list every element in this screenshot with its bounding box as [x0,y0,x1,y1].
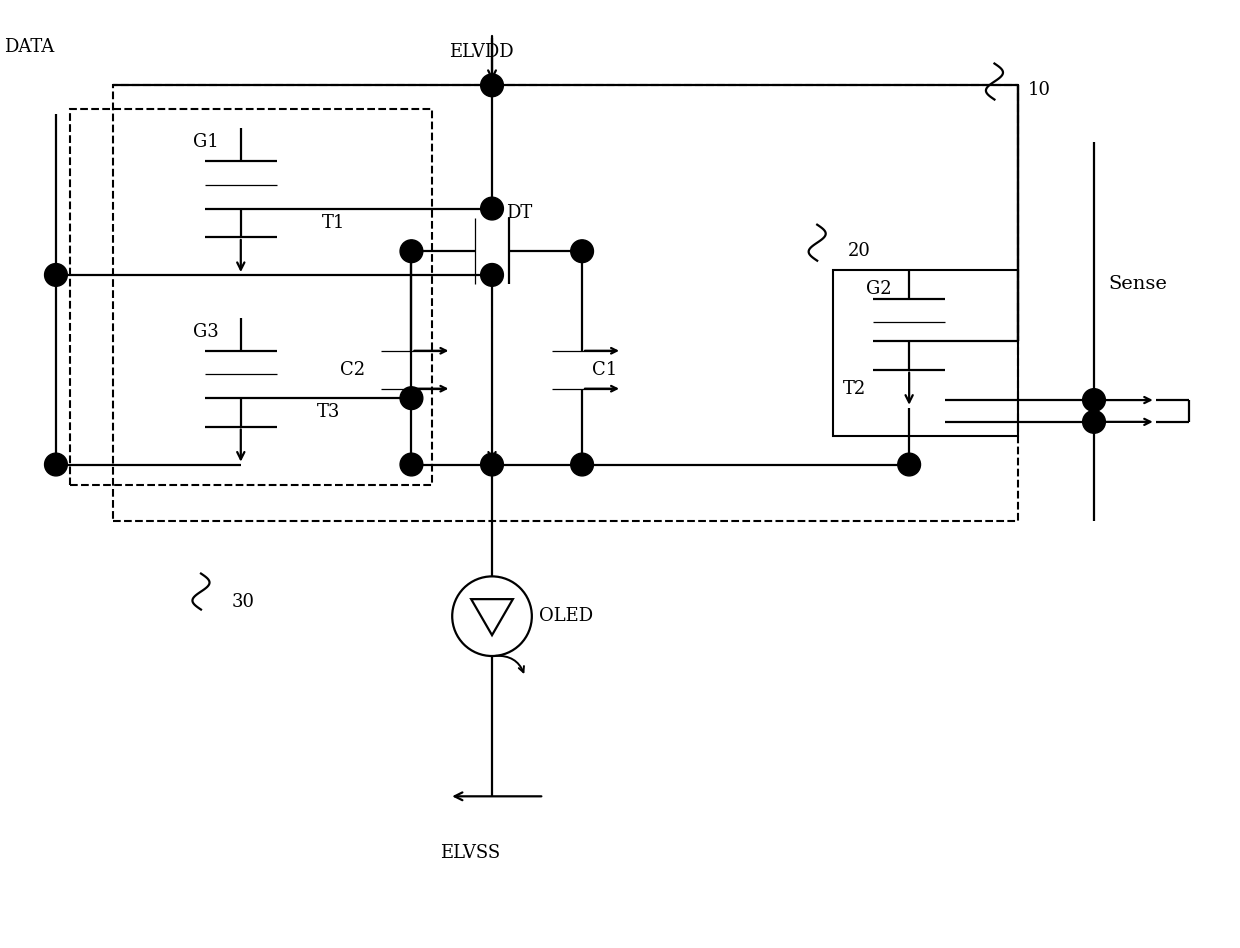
Text: DT: DT [506,205,532,222]
Text: DATA: DATA [4,39,55,56]
Text: Sense: Sense [1109,276,1167,293]
Text: T1: T1 [321,214,345,231]
Text: G1: G1 [193,134,219,151]
Text: G2: G2 [867,281,892,298]
Text: 10: 10 [1028,82,1050,99]
Circle shape [898,453,920,476]
Circle shape [45,453,67,476]
Text: T3: T3 [316,404,340,421]
Circle shape [481,197,503,220]
Text: C1: C1 [591,361,616,378]
Bar [113,85,1018,521]
Circle shape [401,240,423,263]
Text: C2: C2 [340,361,366,378]
Bar [833,270,1018,436]
Text: ELVDD: ELVDD [449,44,515,61]
Bar [71,109,433,485]
Text: G3: G3 [193,323,219,340]
Circle shape [481,264,503,286]
Circle shape [401,387,423,410]
Circle shape [1083,410,1105,433]
Text: 20: 20 [847,243,870,260]
Circle shape [45,264,67,286]
Circle shape [401,453,423,476]
Circle shape [570,240,594,263]
Circle shape [481,74,503,97]
Circle shape [570,453,594,476]
Text: ELVSS: ELVSS [440,845,500,862]
Circle shape [481,453,503,476]
Text: T2: T2 [843,380,866,397]
Text: OLED: OLED [539,608,594,625]
Text: 30: 30 [232,593,254,611]
Circle shape [1083,389,1105,411]
